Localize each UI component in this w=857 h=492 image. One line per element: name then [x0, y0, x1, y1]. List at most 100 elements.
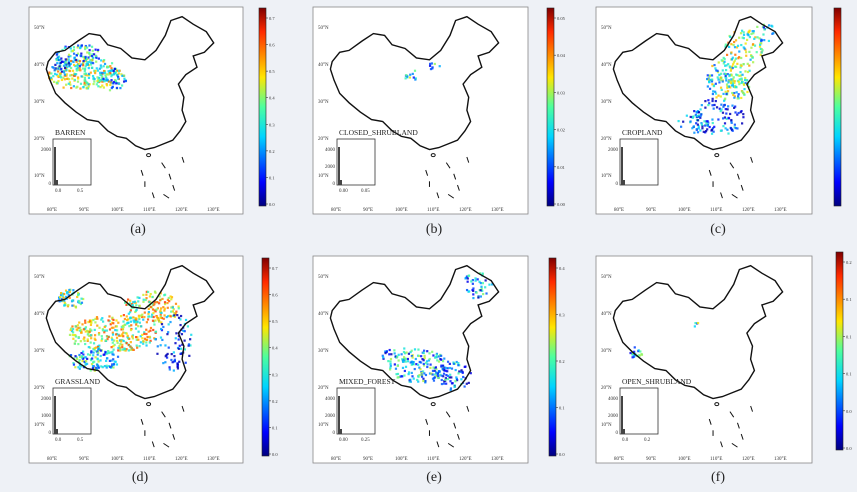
heat-cell — [435, 375, 438, 378]
lon-label: 120°E — [459, 208, 472, 213]
heat-cell — [159, 327, 163, 331]
heat-cell — [735, 46, 739, 49]
lat-label: 30°N — [318, 349, 329, 354]
heat-cell — [147, 310, 151, 314]
heat-cell — [49, 76, 53, 79]
heat-cell — [78, 301, 81, 304]
heat-cell — [79, 302, 83, 306]
heat-cell — [129, 320, 133, 323]
heat-cell — [163, 309, 166, 312]
heat-cell — [763, 28, 766, 31]
heat-cell — [137, 325, 140, 328]
heat-cell — [109, 69, 112, 73]
heat-cell — [457, 364, 460, 367]
heat-cell — [115, 82, 118, 85]
heat-cell — [121, 348, 124, 351]
heat-cell — [762, 33, 765, 36]
heat-cell — [136, 320, 139, 323]
heat-cell — [86, 61, 89, 64]
heat-cell — [411, 72, 414, 75]
heat-cell — [69, 47, 72, 50]
heat-cell — [149, 339, 152, 342]
heat-cell — [99, 354, 102, 358]
heat-cell — [417, 374, 420, 378]
heat-cell — [742, 33, 746, 36]
heat-cell — [731, 66, 734, 70]
heat-cell — [743, 93, 746, 96]
heat-cell — [70, 66, 73, 70]
heat-cell — [174, 302, 178, 305]
heat-cell — [71, 299, 74, 302]
heat-cell — [158, 320, 161, 323]
heat-cell — [112, 80, 116, 84]
lon-label: 90°E — [79, 457, 89, 462]
heat-cell — [692, 115, 695, 118]
heat-cell — [63, 73, 67, 76]
heat-cell — [89, 334, 93, 337]
heat-cell — [707, 103, 710, 107]
heat-cell — [767, 24, 771, 27]
heat-cell — [633, 346, 636, 349]
heat-cell — [700, 123, 704, 126]
nine-dash-segment — [466, 405, 470, 412]
heat-cell — [455, 377, 458, 381]
heat-cell — [127, 344, 131, 347]
heat-cell — [176, 363, 179, 366]
heat-cell — [439, 373, 442, 376]
heat-cell — [382, 356, 385, 359]
heat-cell — [154, 338, 157, 341]
heat-cell — [725, 112, 728, 115]
heat-cell — [422, 362, 425, 366]
heat-cell — [95, 56, 98, 60]
heat-cell — [450, 376, 453, 379]
heat-cell — [60, 57, 63, 60]
heat-cell — [409, 378, 412, 381]
heat-cell — [78, 67, 81, 70]
heat-cell — [389, 364, 392, 368]
heat-cell — [740, 29, 744, 32]
heat-cell — [70, 329, 74, 333]
heat-cell — [72, 46, 76, 49]
heat-cell — [60, 297, 64, 300]
heat-cell — [114, 79, 117, 83]
heat-cell — [111, 363, 114, 366]
landcover-label: GRASSLAND — [55, 377, 101, 386]
heat-cell — [105, 73, 108, 76]
heat-cell — [108, 315, 111, 318]
heat-cell — [52, 75, 55, 78]
heat-cell — [710, 129, 713, 132]
heat-cell — [59, 296, 62, 299]
inset-xtick: 0.05 — [361, 189, 370, 194]
heat-cell — [83, 81, 86, 84]
heat-cell — [77, 366, 80, 369]
heat-cell — [123, 323, 126, 327]
heat-cell — [80, 301, 84, 304]
heat-cell — [53, 69, 56, 72]
heat-cell — [103, 58, 106, 62]
heat-cell — [771, 25, 774, 28]
heat-cell — [488, 283, 491, 286]
heat-cell — [689, 115, 692, 119]
heat-cell — [65, 83, 68, 86]
heat-cell — [739, 74, 743, 77]
heat-cell — [381, 354, 384, 357]
lon-label: 130°E — [491, 457, 504, 462]
heat-cell — [174, 342, 177, 345]
heat-cell — [736, 97, 739, 100]
panel-caption: (b) — [426, 222, 443, 237]
lon-label: 80°E — [47, 457, 57, 462]
colorbar-label: 0.04 — [557, 53, 566, 58]
heat-cell — [729, 80, 732, 83]
heat-cell — [114, 67, 118, 71]
heat-cell — [142, 342, 145, 345]
heat-cell — [135, 338, 138, 341]
heat-cell — [457, 372, 460, 375]
heat-cell — [732, 78, 735, 81]
heat-cell — [84, 356, 87, 359]
heat-cell — [102, 79, 105, 82]
heat-cell — [433, 373, 436, 376]
heat-cell — [156, 352, 159, 355]
heat-cell — [107, 65, 110, 68]
heat-cell — [739, 71, 742, 74]
heat-cell — [137, 300, 140, 303]
